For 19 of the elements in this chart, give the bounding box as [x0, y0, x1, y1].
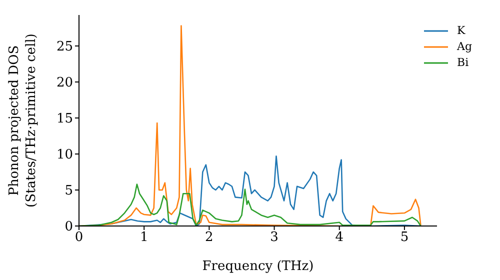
y-tick-label: 15 [56, 112, 73, 127]
y-tick-label: 20 [56, 76, 73, 91]
x-tick-label: 0 [74, 230, 84, 246]
y-tick-label: 5 [64, 184, 73, 199]
legend-label: Bi [457, 55, 469, 71]
line-series [79, 155, 422, 226]
legend-label: Ag [457, 39, 472, 55]
x-axis-title: Frequency (THz) [202, 259, 314, 274]
y-tick-label: 10 [56, 148, 73, 163]
y-tick-label: 0 [64, 220, 73, 235]
line-series [79, 184, 422, 226]
x-tick-label: 2 [205, 230, 214, 246]
x-tick-label: 5 [400, 230, 409, 246]
y-axis-title: Phonon projected DOS (States/THz·primitive cell) [7, 33, 39, 208]
x-tick-label: 3 [270, 230, 278, 246]
legend-label: K [457, 23, 466, 39]
x-tick-label: 4 [335, 230, 344, 246]
x-tick-label: 1 [140, 230, 148, 246]
y-tick-label: 25 [56, 40, 73, 55]
